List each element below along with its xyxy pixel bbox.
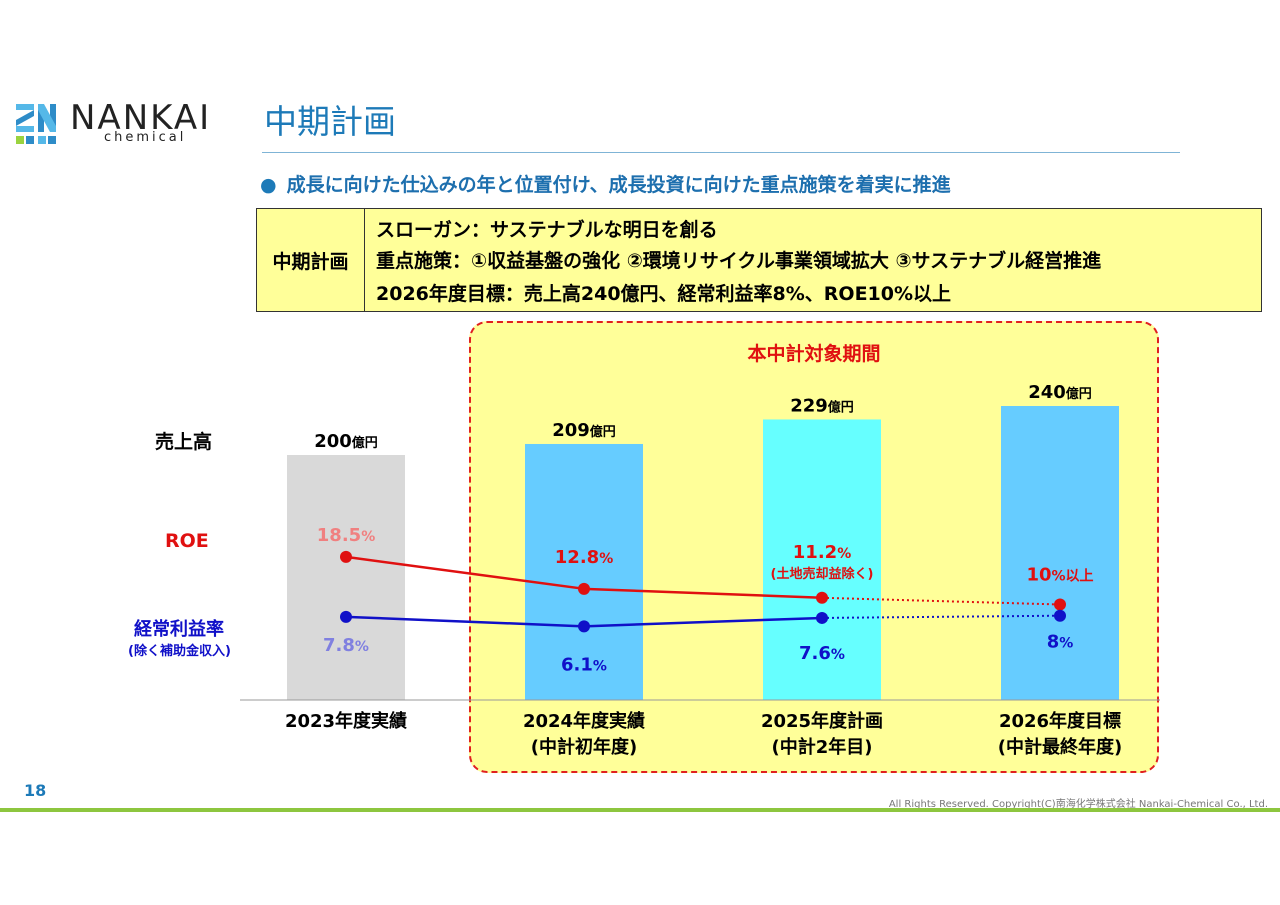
ordinary-margin-value-label: 7.8% [323, 635, 369, 656]
ordinary-margin-point [816, 611, 828, 624]
roe-point [1054, 598, 1066, 611]
category-note: (中計最終年度) [998, 736, 1122, 758]
roe-value-label: 11.2% [793, 542, 851, 563]
summary-bullet: ● 成長に向けた仕込みの年と位置付け、成長投資に向けた重点施策を着実に推進 [260, 172, 951, 198]
sales-value-label: 209億円 [552, 420, 616, 441]
roe-value-label: 12.8% [555, 547, 613, 568]
ordinary-margin-line-segment [583, 616, 823, 628]
roe-line-segment [345, 555, 585, 591]
ordinary-margin-value-label: 6.1% [561, 654, 607, 675]
ordinary-margin-value-label: 8% [1047, 632, 1074, 653]
roe-value-label: 18.5% [317, 525, 375, 546]
plan-slogan: スローガン：サステナブルな明日を創る [376, 219, 718, 241]
roe-value-note: (土地売却益除く) [771, 566, 874, 582]
plan-period-title: 本中計対象期間 [747, 343, 881, 365]
logo-wordmark: NANKAI [70, 98, 212, 138]
nankai-logo-mark [16, 104, 56, 144]
footer-rule [0, 808, 1280, 812]
ordinary-margin-point [578, 620, 590, 633]
sales-value-label: 240億円 [1028, 382, 1092, 403]
plan-target: 2026年度目標：売上高240億円、経常利益率8%、ROE10%以上 [376, 283, 952, 305]
plan-label: 中期計画 [257, 209, 365, 311]
sales-axis-label: 売上高 [155, 431, 213, 453]
bullet-dot-icon: ● [260, 174, 277, 196]
category-label: 2025年度計画 [761, 710, 883, 732]
ordinary-margin-point [1054, 609, 1066, 622]
roe-axis-label: ROE [165, 530, 209, 552]
ordinary-margin-value-label: 7.6% [799, 643, 845, 664]
summary-text: 成長に向けた仕込みの年と位置付け、成長投資に向けた重点施策を着実に推進 [286, 174, 951, 196]
copyright-text: All Rights Reserved. Copyright(C)南海化学株式会… [888, 799, 1268, 810]
plan-measures: 重点施策：①収益基盤の強化 ②環境リサイクル事業領域拡大 ③サステナブル経営推進 [376, 250, 1102, 272]
sales-roe-chart: 200億円 209億円 229億円 240億円 2023年度実績 2024年度実績 (中計初… [240, 382, 1160, 758]
ordinary-margin-note: (除く補助金収入) [128, 644, 231, 659]
roe-point [578, 582, 590, 595]
sales-bar [525, 443, 643, 700]
title-divider [262, 152, 1180, 153]
sales-bar [763, 419, 881, 700]
category-note: (中計2年目) [772, 736, 873, 758]
sales-bar [1001, 406, 1119, 700]
plan-box [256, 208, 1262, 312]
roe-line-segment [583, 587, 823, 600]
ordinary-margin-line-segment [345, 615, 585, 628]
category-note: (中計初年度) [531, 736, 637, 758]
ordinary-margin-label: 経常利益率 [134, 619, 224, 640]
page-number: 18 [24, 781, 47, 800]
category-label: 2026年度目標 [999, 710, 1121, 732]
page-title: 中期計画 [264, 102, 396, 141]
ordinary-margin-point [340, 610, 352, 623]
sales-value-label: 200億円 [314, 431, 378, 452]
roe-point [340, 550, 352, 563]
sales-value-label: 229億円 [790, 395, 854, 416]
roe-point [816, 591, 828, 604]
sales-bar [287, 455, 405, 700]
roe-value-label: 10%以上 [1026, 565, 1093, 586]
category-label: 2024年度実績 [523, 710, 645, 732]
category-label: 2023年度実績 [285, 710, 407, 732]
logo-subtext: chemical [104, 130, 187, 145]
